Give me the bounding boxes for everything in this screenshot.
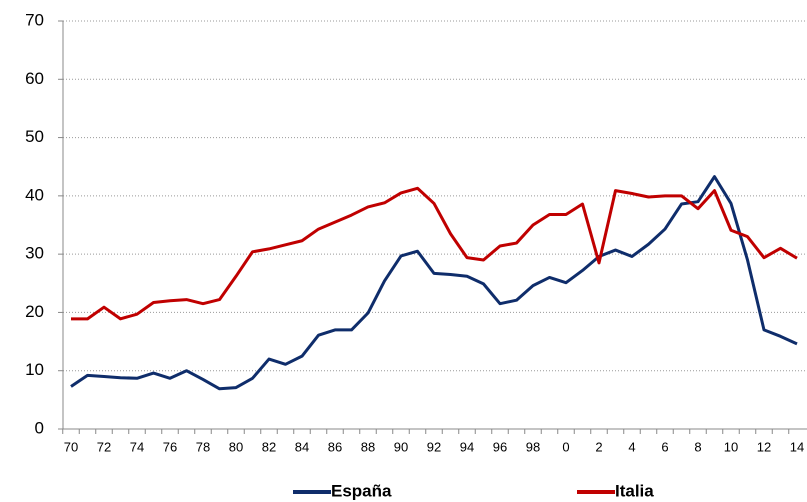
y-tick-label: 30: [25, 244, 44, 263]
x-tick-label: 90: [394, 439, 408, 454]
x-tick-label: 8: [694, 439, 701, 454]
x-tick-label: 88: [361, 439, 375, 454]
x-tick-label: 74: [130, 439, 144, 454]
x-tick-label: 76: [163, 439, 177, 454]
y-tick-label: 70: [25, 10, 44, 29]
legend-label: España: [331, 481, 392, 500]
x-tick-label: 80: [229, 439, 243, 454]
x-tick-label: 94: [460, 439, 474, 454]
y-tick-label: 50: [25, 127, 44, 146]
x-tick-label: 72: [97, 439, 111, 454]
y-tick-label: 0: [35, 418, 44, 437]
x-tick-label: 14: [790, 439, 804, 454]
line: [70, 175, 798, 391]
x-tick-label: 92: [427, 439, 441, 454]
x-tick-label: 10: [724, 439, 738, 454]
legend-label: Italia: [615, 481, 654, 500]
x-tick-label: 78: [196, 439, 210, 454]
x-tick-label: 96: [493, 439, 507, 454]
x-tick-label: 12: [757, 439, 771, 454]
y-tick-label: 40: [25, 185, 44, 204]
y-tick-label: 60: [25, 69, 44, 88]
x-tick-label: 98: [526, 439, 540, 454]
x-tick-label: 6: [661, 439, 668, 454]
y-tick-label: 10: [25, 360, 44, 379]
line: [71, 186, 798, 321]
x-tick-label: 4: [628, 439, 635, 454]
x-tick-label: 70: [64, 439, 78, 454]
x-tick-label: 0: [562, 439, 569, 454]
x-tick-label: 82: [262, 439, 276, 454]
x-tick-label: 84: [295, 439, 309, 454]
y-tick-label: 20: [25, 302, 44, 321]
x-tick-label: 86: [328, 439, 342, 454]
x-tick-label: 2: [595, 439, 602, 454]
